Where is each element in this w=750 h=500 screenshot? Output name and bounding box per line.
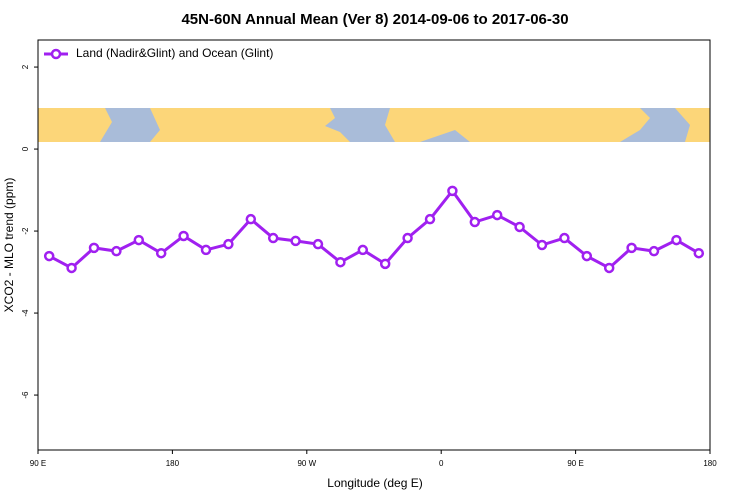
data-point <box>312 238 324 250</box>
data-point <box>133 234 145 246</box>
data-point <box>335 256 346 268</box>
data-point <box>671 234 682 246</box>
y-tick-label: 2 <box>21 64 30 69</box>
data-point <box>447 185 458 197</box>
x-tick-label: 0 <box>439 459 444 468</box>
y-tick-label: 0 <box>21 146 30 151</box>
x-axis-label: Longitude (deg E) <box>327 476 422 490</box>
data-point <box>424 213 436 225</box>
series-line <box>48 188 700 270</box>
data-point <box>178 230 189 242</box>
y-tick-label: -6 <box>21 391 30 399</box>
data-point <box>245 213 257 225</box>
data-point <box>379 258 391 270</box>
y-axis-label: XCO2 - MLO trend (ppm) <box>2 178 16 313</box>
x-tick-label: 90 W <box>297 459 316 468</box>
chart-title: 45N-60N Annual Mean (Ver 8) 2014-09-06 t… <box>181 11 568 28</box>
data-point <box>402 232 413 244</box>
data-point <box>357 244 369 256</box>
data-point <box>536 239 548 251</box>
y-tick-label: -2 <box>21 227 30 235</box>
data-point <box>111 245 122 257</box>
data-point <box>66 262 77 274</box>
map-strip <box>38 108 710 142</box>
legend-marker <box>50 48 62 60</box>
data-point <box>88 242 100 254</box>
data-point <box>200 244 212 256</box>
data-point <box>648 245 660 257</box>
data-point <box>155 247 167 259</box>
x-tick-label: 90 E <box>30 459 46 468</box>
data-point <box>559 232 570 244</box>
data-point <box>626 242 637 254</box>
data-point <box>491 209 503 221</box>
y-tick-label: -4 <box>21 309 30 317</box>
data-point <box>693 247 705 259</box>
data-point <box>267 232 279 244</box>
data-point <box>581 250 593 262</box>
data-point <box>603 262 615 274</box>
x-tick-label: 90 E <box>567 459 583 468</box>
data-point <box>290 235 301 247</box>
plot-frame <box>37 39 711 451</box>
legend-label: Land (Nadir&Glint) and Ocean (Glint) <box>76 46 273 60</box>
data-point <box>43 250 55 262</box>
data-point <box>514 221 525 233</box>
x-tick-label: 180 <box>166 459 180 468</box>
x-tick-label: 180 <box>703 459 717 468</box>
data-point <box>469 216 481 228</box>
data-point <box>223 238 234 250</box>
